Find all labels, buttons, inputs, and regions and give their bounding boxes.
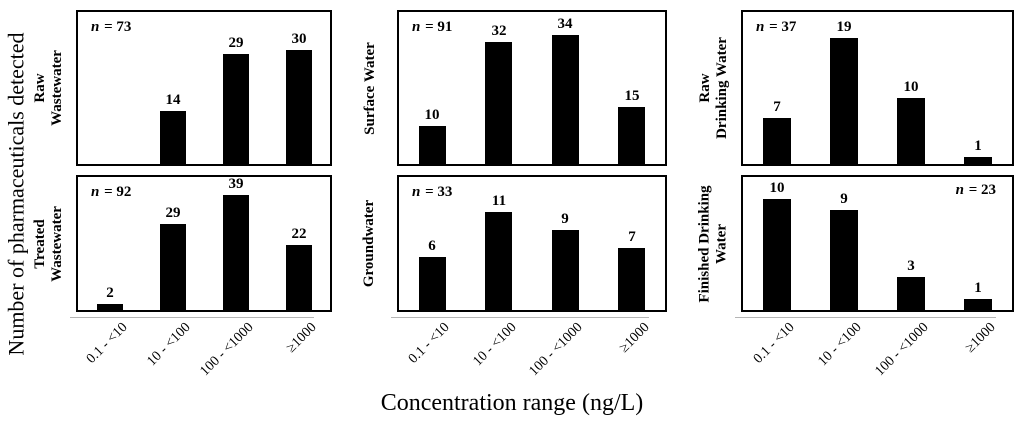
panel-y-label-text: Groundwater <box>361 199 378 288</box>
bar-value-label: 6 <box>428 238 436 254</box>
bar-value-label: 7 <box>628 229 636 245</box>
panel-raw-drinking-water: n = 37 7 19 10 1 <box>741 10 1014 166</box>
panel-y-label-text: Treated Wastewater <box>32 205 65 282</box>
bar-treated-wastewater--1000 <box>286 245 312 310</box>
n-symbol: n <box>91 19 100 35</box>
bar-value-label: 10 <box>424 107 440 123</box>
panel-y-label-raw-wastewater: Raw Wastewater <box>26 10 72 166</box>
bar-surface-water--1000 <box>618 107 645 164</box>
panel-y-label-text: Raw Wastewater <box>32 50 65 126</box>
bar-finished-drinking-water--1000 <box>964 299 992 310</box>
panel-y-label-text: Finished Drinking Water <box>697 184 730 303</box>
bar-finished-drinking-water-10-100 <box>830 210 858 310</box>
x-axis-title: Concentration range (ng/L) <box>380 390 644 416</box>
bar-value-label: 29 <box>165 205 181 221</box>
bar-raw-wastewater-100-1000 <box>223 54 249 164</box>
bar-surface-water-0-1-10 <box>419 126 446 164</box>
bar-value-label: 30 <box>291 31 307 47</box>
bar-groundwater-100-1000 <box>552 230 579 310</box>
bar-value-label: 34 <box>557 16 573 32</box>
panel-surface-water: n = 91 10 32 34 15 <box>397 10 667 166</box>
panel-finished-drinking-water: n = 23 10 9 3 1 <box>741 175 1014 312</box>
bar-groundwater-10-100 <box>485 212 512 310</box>
bar-value-label: 32 <box>491 23 507 39</box>
bar-groundwater--1000 <box>618 248 645 310</box>
bar-raw-drinking-water--1000 <box>964 157 992 164</box>
panel-y-label-text: Surface Water <box>361 41 378 135</box>
x-axis-line <box>70 317 314 318</box>
bar-raw-wastewater-10-100 <box>160 111 186 164</box>
sample-size-label: n = 73 <box>91 19 132 35</box>
bar-finished-drinking-water-100-1000 <box>897 277 925 310</box>
bar-groundwater-0-1-10 <box>419 257 446 310</box>
bar-raw-drinking-water-0-1-10 <box>763 118 791 164</box>
bar-surface-water-10-100 <box>485 42 512 164</box>
bar-value-label: 1 <box>974 280 982 296</box>
bar-value-label: 1 <box>974 138 982 154</box>
bar-value-label: 22 <box>291 226 307 242</box>
panel-raw-wastewater: n = 73 14 29 30 <box>76 10 332 166</box>
n-symbol: n <box>955 182 964 198</box>
panel-y-label-treated-wastewater: Treated Wastewater <box>26 175 72 312</box>
sample-size-label: n = 33 <box>412 184 453 200</box>
bar-treated-wastewater-0-1-10 <box>97 304 123 310</box>
n-symbol: n <box>91 184 100 200</box>
bar-value-label: 15 <box>624 88 640 104</box>
panel-y-label-surface-water: Surface Water <box>347 10 393 166</box>
x-axis-line <box>391 317 649 318</box>
panel-y-label-raw-drinking-water: Raw Drinking Water <box>691 10 737 166</box>
panel-y-label-groundwater: Groundwater <box>347 175 393 312</box>
x-axis-line <box>735 317 996 318</box>
bar-value-label: 19 <box>836 19 852 35</box>
bar-value-label: 3 <box>907 258 915 274</box>
n-symbol: n <box>412 184 421 200</box>
bar-surface-water-100-1000 <box>552 35 579 164</box>
sample-size-label: n = 23 <box>955 182 996 198</box>
bar-value-label: 9 <box>840 191 848 207</box>
bar-value-label: 39 <box>228 176 244 192</box>
sample-size-label: n = 37 <box>756 19 797 35</box>
n-symbol: n <box>412 19 421 35</box>
n-symbol: n <box>756 19 765 35</box>
bar-finished-drinking-water-0-1-10 <box>763 199 791 310</box>
sample-size-label: n = 92 <box>91 184 132 200</box>
bar-raw-drinking-water-100-1000 <box>897 98 925 164</box>
panel-treated-wastewater: n = 92 2 29 39 22 <box>76 175 332 312</box>
sample-size-label: n = 91 <box>412 19 453 35</box>
bar-raw-wastewater--1000 <box>286 50 312 164</box>
bar-value-label: 9 <box>561 211 569 227</box>
bar-value-label: 14 <box>165 92 181 108</box>
bar-value-label: 2 <box>106 285 114 301</box>
panel-y-label-text: Raw Drinking Water <box>697 37 731 139</box>
bar-value-label: 29 <box>228 35 244 51</box>
bar-raw-drinking-water-10-100 <box>830 38 858 164</box>
bar-treated-wastewater-10-100 <box>160 224 186 310</box>
panel-y-label-finished-drinking-water: Finished Drinking Water <box>691 175 737 312</box>
bar-treated-wastewater-100-1000 <box>223 195 249 310</box>
bar-value-label: 10 <box>769 180 785 196</box>
panel-groundwater: n = 33 6 11 9 7 <box>397 175 667 312</box>
bar-value-label: 11 <box>491 193 507 209</box>
bar-value-label: 10 <box>903 79 919 95</box>
bar-value-label: 7 <box>773 99 781 115</box>
